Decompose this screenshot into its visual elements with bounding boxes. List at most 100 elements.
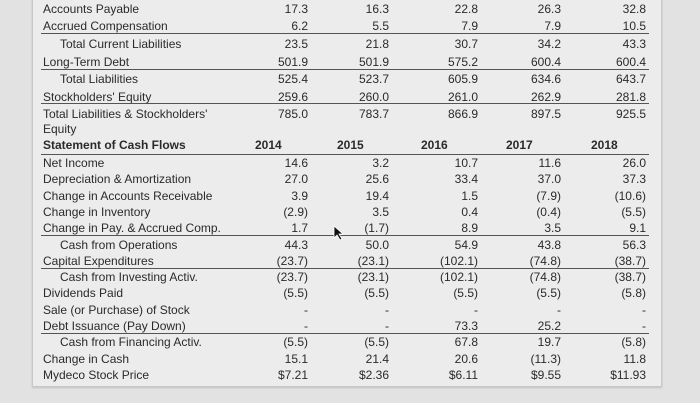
table-row: Mydeco Stock Price $7.21 $2.36 $6.11 $9.55 $1… [33, 367, 661, 384]
cell-value: 19.7 [537, 335, 561, 350]
row-label: Cash from Financing Activ. [60, 335, 202, 350]
cell-value: (23.1) [357, 253, 389, 268]
table-row: Dividends Paid (5.5) (5.5) (5.5) (5.5) (5.8) [33, 285, 661, 302]
cell-value: - [642, 302, 646, 317]
cell-value: 1.7 [291, 221, 308, 236]
cell-value: 26.3 [537, 2, 561, 16]
table-row: Total Liabilities & Stockholders' 785.0 78… [33, 106, 661, 123]
cell-value: (2.9) [283, 204, 308, 219]
table-row: Capital Expenditures (23.7) (23.1) (102.1) (… [33, 253, 661, 270]
year-header: 2017 [506, 138, 533, 152]
row-label: Long-Term Debt [43, 55, 130, 69]
table-row: Stockholders' Equity 259.6 260.0 261.0 262.9… [33, 89, 661, 106]
cell-value: 14.6 [284, 156, 308, 170]
cell-value: (11.3) [530, 351, 561, 366]
cell-value: 50.0 [365, 237, 389, 252]
cell-value: 575.2 [447, 55, 478, 69]
row-label: Debt Issuance (Pay Down) [43, 319, 186, 333]
cell-value: (5.5) [453, 286, 478, 301]
cell-value: 1.5 [461, 188, 478, 203]
cell-value: 8.9 [461, 221, 478, 236]
table-row: Change in Cash 15.1 21.4 20.6 (11.3) 11.8 [33, 351, 661, 368]
cell-value: 67.8 [454, 335, 478, 350]
cell-value: 25.6 [365, 172, 389, 187]
row-label: Dividends Paid [43, 286, 124, 301]
cell-value: 25.2 [537, 319, 561, 333]
cell-value: (5.8) [621, 335, 646, 350]
cell-value: 10.7 [454, 156, 478, 170]
cell-value: (7.9) [536, 188, 561, 203]
cell-value: - [304, 302, 308, 317]
cell-value: 643.7 [615, 72, 646, 86]
cell-value: 925.5 [615, 107, 646, 121]
cell-value: 7.9 [461, 19, 478, 33]
cell-value: (74.8) [529, 270, 561, 285]
cell-value: (1.7) [364, 221, 389, 236]
cell-value: 30.7 [454, 37, 478, 51]
cell-value: - [557, 302, 561, 317]
cell-value: $7.21 [277, 367, 308, 382]
year-header: 2015 [337, 138, 364, 152]
cell-value: (0.4) [536, 204, 561, 219]
cell-value: (23.1) [357, 270, 389, 285]
row-label: Accrued Compensation [43, 19, 168, 33]
year-header: 2014 [255, 138, 282, 152]
cell-value: (5.8) [621, 286, 646, 301]
cell-value: 262.9 [530, 90, 561, 104]
cell-value: 34.2 [537, 37, 561, 51]
cell-value: (23.7) [276, 253, 308, 268]
section-title: Statement of Cash Flows [43, 138, 186, 152]
cell-value: 7.9 [544, 19, 561, 33]
cell-value: - [304, 319, 308, 333]
cell-value: 15.1 [284, 351, 308, 366]
cell-value: 6.2 [291, 19, 308, 33]
table-row: Debt Issuance (Pay Down) - - 73.3 25.2 - [33, 318, 661, 335]
cell-value: 37.3 [622, 172, 646, 187]
cell-value: 785.0 [277, 107, 308, 121]
cell-value: 3.5 [372, 204, 389, 219]
cell-value: 605.9 [447, 72, 478, 86]
cell-value: 5.5 [372, 19, 389, 33]
cell-value: 281.8 [615, 90, 646, 104]
table-row: Sale (or Purchase) of Stock - - - - - [33, 302, 661, 319]
row-label: Sale (or Purchase) of Stock [43, 302, 190, 317]
divider [41, 235, 649, 236]
cell-value: $11.93 [610, 367, 646, 382]
row-label: Depreciation & Amortization [43, 172, 192, 187]
table-row: Accounts Payable 17.3 16.3 22.8 26.3 32.8 [33, 1, 661, 18]
cell-value: 21.4 [365, 351, 389, 366]
cell-value: 525.4 [277, 72, 308, 86]
table-row: Long-Term Debt 501.9 501.9 575.2 600.4 600.4 [33, 54, 661, 71]
cell-value: 523.7 [358, 72, 389, 86]
mouse-cursor-icon [333, 225, 345, 241]
divider [41, 268, 649, 269]
cell-value: (5.5) [283, 286, 308, 301]
table-row: Cash from Operations 44.3 50.0 54.9 43.8 56.3 [33, 237, 661, 254]
cell-value: - [474, 302, 478, 317]
cell-value: (5.5) [283, 335, 308, 350]
table-row: Equity [33, 121, 661, 138]
row-label: Cash from Operations [60, 237, 178, 252]
cell-value: (10.6) [614, 188, 646, 203]
table-row: Total Current Liabilities 23.5 21.8 30.7 34.… [33, 36, 661, 53]
cell-value: 20.6 [454, 351, 478, 366]
cell-value: 43.3 [622, 37, 646, 51]
cell-value: 11.8 [623, 351, 646, 366]
table-row: Depreciation & Amortization 27.0 25.6 33.4 3… [33, 171, 661, 188]
cell-value: 11.6 [538, 156, 561, 170]
year-header: 2016 [421, 138, 448, 152]
cell-value: - [642, 319, 646, 333]
cell-value: 0.4 [461, 204, 478, 219]
cell-value: 600.4 [530, 55, 561, 69]
cell-value: 259.6 [277, 90, 308, 104]
cell-value: 23.5 [284, 37, 308, 51]
divider [41, 103, 649, 104]
table-row: Cash from Investing Activ. (23.7) (23.1) (1… [33, 269, 661, 286]
cell-value: 16.3 [365, 2, 389, 16]
cell-value: 56.3 [622, 237, 646, 252]
row-label: Mydeco Stock Price [43, 367, 150, 382]
row-label: Total Liabilities [60, 72, 139, 86]
cell-value: 32.8 [622, 2, 646, 16]
cell-value: 19.4 [365, 188, 389, 203]
cell-value: (38.7) [614, 253, 646, 268]
